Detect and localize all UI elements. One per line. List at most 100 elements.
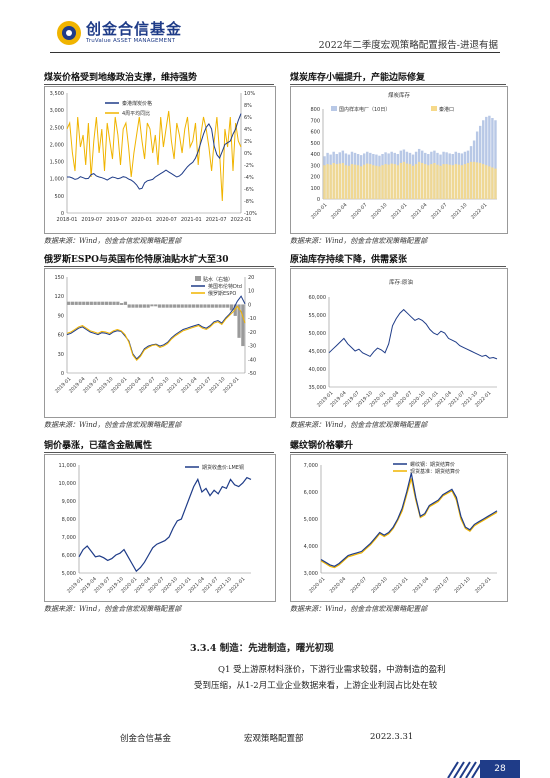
c2-x-tick-label: 2020-07 (350, 202, 368, 220)
c3-bar-discount (195, 304, 199, 308)
c4-series-inventory (328, 308, 498, 360)
c2-bar-plant (488, 115, 491, 199)
c6-legend-spot: 现货基准：期货结算价 (410, 468, 460, 475)
c2-bar-port (448, 164, 451, 199)
c2-bar-port (430, 164, 433, 199)
chart-6-title-rule (290, 452, 506, 453)
c2-bar-port (411, 165, 415, 199)
c2-bar-port (485, 165, 488, 199)
c5-y-tick-label: 10,000 (59, 481, 77, 487)
chart-3-title: 俄罗斯ESPO与英国布伦特原油贴水扩大至30 (44, 255, 229, 265)
c3-bar-discount (222, 304, 226, 308)
c3-bar-discount (127, 304, 131, 308)
c6-x-tick-label: 2021-07 (432, 576, 450, 594)
c3-bar-discount (191, 304, 196, 308)
c2-legend-port-swatch (431, 106, 437, 111)
chart-5-panel: 5,000 6,000 7,000 8,000 9,000 10,000 11,000 201… (44, 454, 276, 602)
c3-bar-discount (135, 304, 139, 308)
c3-left-tick-label: 120 (54, 294, 64, 300)
c3-left-tick-label: 0 (61, 371, 64, 377)
c4-y-tick-label: 40,000 (309, 367, 327, 373)
c3-series-espo (66, 305, 246, 361)
c2-bar-port (466, 163, 470, 199)
c5-y-tick-label: 11,000 (59, 463, 77, 469)
chart-1-title: 煤炭价格受到地缘政治支撑，维持强势 (44, 73, 198, 83)
c1-series-price (67, 113, 242, 190)
c1-right-tick-label: -2% (244, 163, 254, 169)
c3-legend-brent: 英国布伦特Dtd (208, 283, 242, 290)
c2-bar-port (329, 164, 332, 199)
c3-bar-discount (97, 301, 101, 305)
c2-bar-port (439, 165, 442, 199)
c2-bar-port (366, 163, 369, 199)
c1-x-tick-label: 2019-07 (106, 217, 127, 223)
c2-bar-port (494, 168, 497, 199)
chart-1-panel: 0 500 1,000 1,500 2,000 2,500 3,000 3,500 -10% -8… (44, 86, 276, 234)
brand-logo: 创金合信基金 TruValue ASSET MANAGEMENT (56, 18, 206, 50)
c1-right-tick-label: -8% (244, 199, 254, 205)
chart-1-title-rule (44, 84, 274, 85)
c2-bar-port (332, 163, 335, 199)
chart-4-panel: 库存:原油 35,000 40,000 45,000 50,000 55,000 60,00… (290, 268, 508, 418)
c3-bar-discount (207, 304, 211, 308)
c1-left-tick-label: 2,000 (50, 142, 64, 148)
c2-bar-port (442, 164, 445, 199)
c1-x-tick-label: 2021-07 (206, 217, 227, 223)
c6-x-tick-label: 2020-10 (370, 576, 388, 594)
c4-y-tick-label: 50,000 (309, 331, 327, 337)
c2-bar-plant (482, 120, 485, 199)
c4-y-tick-label: 55,000 (309, 313, 327, 319)
c1-x-tick-label: 2018-01 (57, 217, 78, 223)
chart-2-panel: 煤炭库存 0 100 200 300 400 500 600 700 800 2020-01 2020… (290, 86, 508, 234)
c2-x-tick-label: 2021-10 (450, 202, 468, 220)
c2-bar-port (362, 164, 366, 199)
c2-bar-port (399, 163, 403, 199)
c2-y-tick-label: 300 (310, 163, 320, 169)
c3-bar-discount (116, 301, 120, 305)
c2-bar-port (390, 163, 393, 199)
c5-y-tick-label: 9,000 (62, 499, 76, 505)
c2-bar-port (454, 164, 458, 199)
c2-x-tick-label: 2021-07 (430, 202, 448, 220)
c3-left-tick-label: 150 (54, 275, 64, 281)
c5-y-tick-label: 5,000 (62, 571, 76, 577)
c2-bar-port (381, 165, 384, 199)
c2-bar-port (356, 165, 360, 199)
paragraph-line: 受到压缩，从1-2月工业企业数据来看，上游企业利润占比处在较 (194, 681, 438, 691)
c6-y-tick-label: 6,000 (304, 490, 318, 496)
chart-2-title: 煤炭库存小幅提升，产能边际修复 (290, 73, 426, 83)
c1-right-tick-label: 2% (244, 139, 252, 145)
c5-legend-copper: 期货收盘价:LME铜 (202, 464, 244, 471)
c1-x-tick-label: 2021-01 (181, 217, 202, 223)
c1-legend-price: 秦港煤炭价格 (122, 100, 152, 107)
c3-bar-discount (173, 304, 177, 308)
c3-bar-discount (241, 304, 245, 347)
chart-3-panel: 0 30 60 90 120 150 -50 -40 -30 -20 -10 0 10 20 2019-01… (44, 268, 276, 418)
c1-legend-yoy: 4周平均同比 (122, 110, 150, 117)
page-number: 28 (480, 760, 520, 778)
c3-bar-discount (218, 304, 222, 308)
c3-bar-discount (131, 304, 135, 308)
c6-series-futures (320, 472, 498, 567)
c3-bar-discount (112, 301, 116, 305)
c1-left-tick-label: 1,000 (50, 177, 64, 183)
c2-bar-port (323, 165, 326, 199)
chart-5-title: 铜价暴涨，已蕴含金融属性 (44, 441, 153, 451)
c3-bar-discount (237, 304, 241, 338)
c2-bar-port (417, 161, 421, 199)
c4-chart-title: 库存:原油 (389, 278, 413, 286)
c2-bar-port (335, 164, 338, 199)
chart-6-source: 数据来源：Wind，创金合信宏观策略配置部 (290, 605, 428, 613)
c1-right-tick-label: 8% (244, 103, 252, 109)
c2-x-tick-label: 2022-01 (470, 202, 488, 220)
c3-bar-discount (180, 304, 184, 308)
chart-4-svg: 库存:原油 35,000 40,000 45,000 50,000 55,000 60,00… (309, 278, 498, 409)
logo-text-en: TruValue ASSET MANAGEMENT (86, 38, 176, 44)
c3-bar-discount (93, 301, 97, 305)
section-paragraph: Q1 受上游原材料涨价，下游行业需求较弱，中游制造的盈利 受到压缩，从1-2月工… (194, 662, 498, 694)
c1-left-tick-label: 0 (61, 211, 64, 217)
c3-bar-discount (150, 304, 154, 307)
c2-bar-port (347, 165, 351, 199)
chart-2-source: 数据来源：Wind，创金合信宏观策略配置部 (290, 237, 428, 245)
